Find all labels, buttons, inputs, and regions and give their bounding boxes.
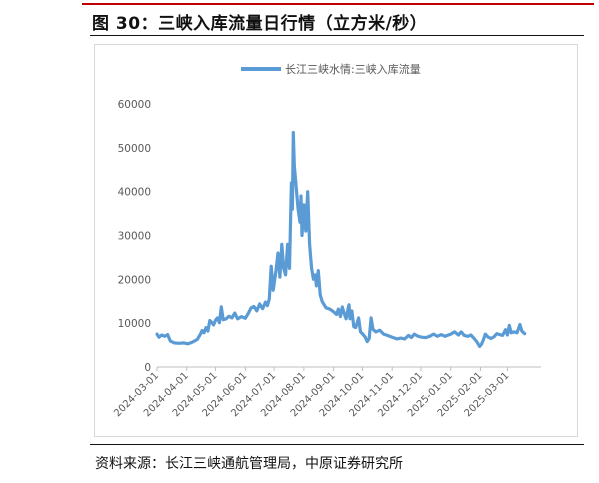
y-tick-label: 10000 <box>118 318 151 330</box>
series-layer <box>155 130 527 348</box>
title-divider <box>90 35 584 36</box>
y-tick-label: 20000 <box>118 274 151 286</box>
figure-title: 图 30：三峡入库流量日行情（立方米/秒） <box>92 14 428 34</box>
y-axis: 0 10000 20000 30000 40000 50000 60000 <box>118 99 151 374</box>
legend-label: 长江三峡水情:三峡入库流量 <box>285 62 421 76</box>
y-tick-label: 40000 <box>118 187 151 199</box>
chart-frame: 长江三峡水情:三峡入库流量 0 10000 20000 30000 40000 50000… <box>94 44 578 437</box>
y-tick-label: 50000 <box>118 143 151 155</box>
y-tick-label: 30000 <box>118 231 151 243</box>
top-accent-rule <box>82 3 594 5</box>
source-note: 资料来源：长江三峡通航管理局，中原证券研究所 <box>95 456 403 472</box>
series-line-0 <box>155 130 527 348</box>
legend: 长江三峡水情:三峡入库流量 <box>241 62 421 76</box>
y-tick-label: 0 <box>144 362 151 374</box>
line-chart: 长江三峡水情:三峡入库流量 0 10000 20000 30000 40000 50000… <box>112 62 541 419</box>
bottom-divider <box>90 444 584 445</box>
x-axis: 2024-03-012024-04-012024-05-012024-06-01… <box>112 366 541 419</box>
y-tick-label: 60000 <box>118 99 151 111</box>
